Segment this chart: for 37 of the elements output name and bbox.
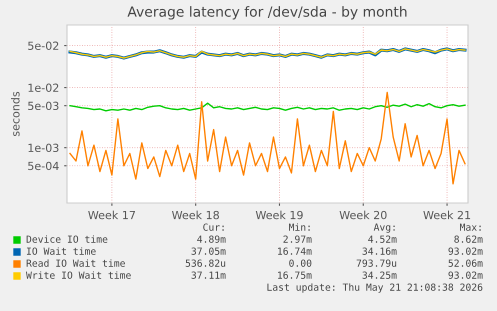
- y-tick-label: 5e-04: [28, 162, 59, 170]
- y-axis-title: seconds: [11, 92, 20, 136]
- y-tick-label: 1e-02: [28, 84, 58, 92]
- text: Avg:: [374, 224, 395, 233]
- text: Min:: [288, 223, 310, 231]
- text: 34.25m: [362, 271, 397, 279]
- text: 37.05m: [192, 247, 226, 255]
- text: Last update: Thu May 21 21:08:38 2026: [267, 283, 482, 293]
- x-tick-label: Week 21: [423, 210, 470, 220]
- text: 93.02m: [448, 247, 483, 255]
- text: 793.79u: [356, 259, 396, 267]
- x-tick-label: Week 17: [88, 210, 135, 220]
- x-tick-label: Week 18: [172, 210, 219, 220]
- text: 34.16m: [362, 247, 397, 255]
- text: 0.00: [289, 259, 312, 267]
- y-tick-label: 1e-03: [28, 144, 58, 152]
- text: 16.75m: [278, 271, 312, 279]
- text: Max:: [460, 224, 481, 231]
- y-tick-label: 5e-03: [28, 102, 58, 110]
- text: 16.74m: [278, 247, 312, 255]
- legend-label: IO Wait time: [26, 247, 96, 255]
- y-tick-label: 5e-02: [28, 42, 58, 50]
- text: 536.82u: [186, 259, 226, 267]
- x-tick-label: Week 20: [340, 210, 387, 220]
- text: 4.52m: [368, 235, 397, 243]
- chart-title: Average latency for /dev/sda - by month: [127, 6, 406, 20]
- legend-label: Write IO Wait time: [26, 271, 131, 279]
- legend-label: Device IO time: [26, 235, 108, 243]
- legend-label: Read IO Wait time: [26, 259, 125, 267]
- text: 52.06m: [448, 259, 483, 267]
- text: 4.89m: [197, 235, 226, 243]
- text: 93.02m: [448, 271, 483, 279]
- text: 2.97m: [283, 235, 312, 243]
- text: 37.11m: [192, 271, 226, 279]
- text: Cur:: [203, 223, 224, 231]
- x-tick-label: Week 19: [256, 210, 303, 220]
- text: 8.62m: [454, 235, 483, 243]
